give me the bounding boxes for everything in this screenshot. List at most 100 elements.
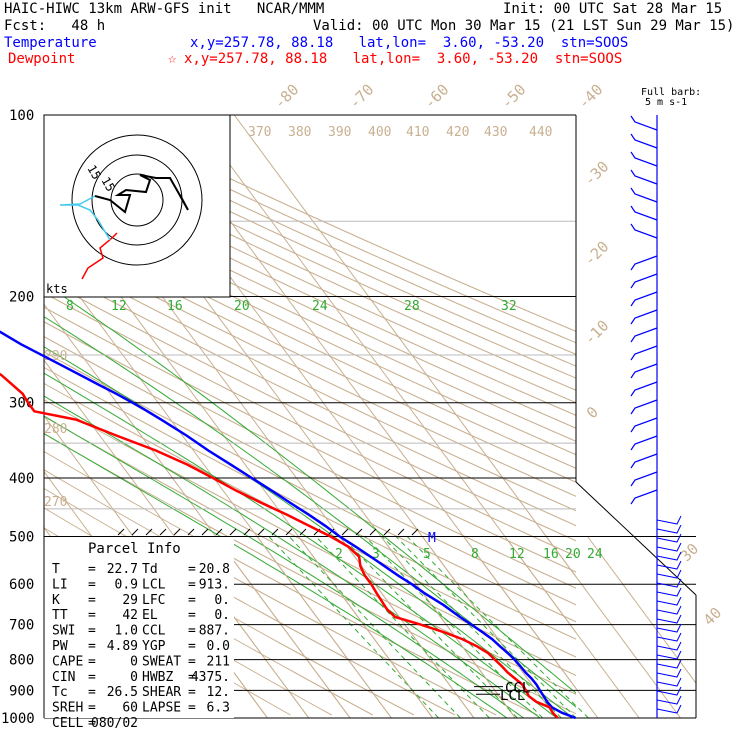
wind-barb [630, 187, 658, 203]
theta-label: 400 [368, 125, 391, 140]
dry-adiabat-line [44, 450, 538, 716]
valid-time: Valid: 00 UTC Mon 30 Mar 15 (21 LST Sun … [313, 18, 735, 34]
dewpoint-star-icon: ☆ [168, 51, 177, 67]
parcel-row-value: 12. [207, 685, 230, 700]
wind-barb [656, 605, 682, 615]
dry-adiabat-line [44, 415, 576, 695]
parcel-row-label: K [52, 593, 60, 608]
dewpoint-profile [0, 372, 559, 719]
hatch-mark [285, 528, 293, 536]
wind-barb [630, 453, 658, 469]
wind-barb [630, 309, 658, 325]
isotherm-line [587, 537, 696, 684]
mixing-ratio-label: 5 [423, 547, 431, 562]
dry-adiabat-line [44, 321, 576, 589]
wind-barb [630, 115, 658, 131]
isotherm-line [422, 537, 558, 718]
theta-label: 380 [288, 125, 311, 140]
wind-barb [630, 417, 658, 433]
hodograph-trace-upper [94, 174, 189, 214]
mixing-ratio-line [341, 537, 518, 718]
wind-barb [656, 515, 682, 525]
parcel-row-eq: = [88, 577, 96, 592]
hatch-mark [341, 528, 349, 536]
parcel-row-label: CELL [52, 716, 83, 731]
wind-barb [630, 169, 658, 185]
wind-barb [630, 471, 658, 487]
wind-barb [630, 345, 658, 361]
mixing-ratio-label: 16 [543, 547, 559, 562]
wind-barb [656, 533, 682, 543]
isotherm-line [257, 537, 392, 718]
parcel-row-label: TT [52, 608, 68, 623]
parcel-row-eq: = [88, 685, 96, 700]
parcel-row-eq: = [88, 562, 96, 577]
wind-barb [630, 205, 658, 221]
parcel-row-label: EL [142, 608, 158, 623]
hatch-mark [257, 528, 265, 536]
wind-barb [656, 686, 682, 696]
wind-barb [656, 614, 682, 624]
wind-barb [630, 273, 658, 289]
pressure-label: 200 [9, 290, 34, 306]
melting-level-label: M [428, 531, 436, 546]
parcel-row-value: 42 [122, 608, 138, 623]
pressure-label: 600 [9, 577, 34, 593]
hatch-mark [397, 528, 405, 536]
mixing-ratio-label: 20 [565, 547, 581, 562]
dry-adiabat-line [53, 115, 576, 355]
wind-barb [630, 291, 658, 307]
ccl-label: CCL [505, 681, 530, 697]
dewpoint-location: x,y=257.78, 88.18 lat,lon= 3.60, -53.20 … [184, 51, 623, 67]
moist-adiabat-line [44, 395, 541, 718]
chart-header: HAIC-HIWC 13km ARW-GFS init NCAR/MMM Ini… [0, 0, 740, 70]
isotherm-label: -40 [575, 81, 607, 113]
wind-barb [656, 668, 682, 678]
isotherm-label: -60 [421, 81, 453, 113]
hatch-mark [173, 528, 181, 536]
pressure-label: 1000 [1, 711, 35, 727]
dry-adiabat-line [75, 115, 576, 344]
wind-header: Full barb: [641, 87, 701, 98]
hodo-ring-outer [71, 134, 203, 266]
wind-barb [656, 542, 682, 552]
dry-adiabat-line [44, 238, 576, 497]
parcel-row-value: 6.3 [207, 701, 230, 716]
wind-barb [630, 327, 658, 343]
wind-barb [630, 399, 658, 415]
isotherm-label: -10 [581, 317, 613, 349]
isotherm-label: -80 [271, 81, 303, 113]
parcel-row-eq: = [88, 716, 96, 731]
isotherm-line [504, 537, 640, 718]
moist-adiabat-line [44, 432, 508, 718]
parcel-row-value: 0. [214, 593, 230, 608]
moist-adiabat-line [44, 372, 557, 718]
parcel-row-value: 0.0 [207, 639, 230, 654]
mixing-ratio-line [395, 537, 577, 718]
wind-barb [630, 435, 658, 451]
parcel-row-value: 4.89 [107, 639, 138, 654]
dry-adiabat-line [44, 292, 576, 557]
dry-adiabat-line [44, 399, 576, 677]
isotherm-label: -70 [346, 81, 378, 113]
parcel-row-eq: = [88, 608, 96, 623]
mixing-ratio-label: 24 [587, 547, 603, 562]
isotherm-line [215, 537, 351, 718]
dry-adiabat-line [96, 115, 576, 332]
pressure-label: 400 [9, 471, 34, 487]
parcel-row-value: 211 [207, 654, 230, 669]
parcel-row-value: 4375. [191, 670, 230, 685]
parcel-row-value: 0.9 [115, 577, 138, 592]
hatch-mark [411, 528, 419, 536]
mixing-ratio-label: 3 [372, 547, 380, 562]
wind-barb [656, 524, 682, 534]
hatch-mark [243, 528, 251, 536]
mixing-ratio-line [268, 537, 439, 718]
pressure-label: 700 [9, 618, 34, 634]
dry-adiabat-line [44, 487, 456, 716]
hodograph-frame [43, 114, 231, 298]
wind-barb [656, 569, 682, 579]
dry-adiabat-line [44, 306, 576, 573]
